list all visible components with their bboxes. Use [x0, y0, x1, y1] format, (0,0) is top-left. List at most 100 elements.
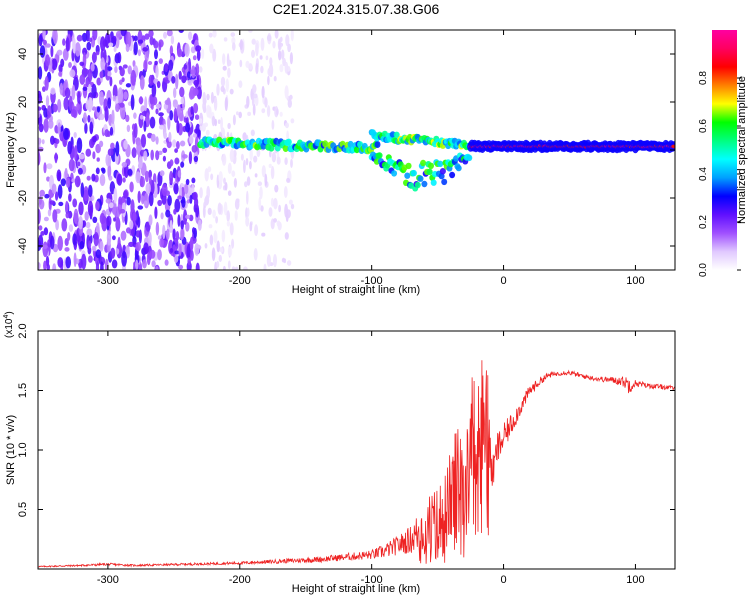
snr-panel: -300 -200 -100 0 100 0.5 1.0 1.5 2.0 Height of … — [3, 311, 676, 595]
spectrogram-cell — [38, 106, 42, 111]
spectrogram-x-axis: -300 -200 -100 0 100 — [97, 30, 645, 287]
spectrogram-cell — [63, 97, 69, 111]
spectrogram-cell — [192, 87, 199, 96]
figure-title: C2E1.2024.315.07.38.G06 — [273, 1, 440, 17]
spectrogram-cell — [169, 248, 174, 253]
spectrogram-cell — [154, 60, 158, 66]
spectrogram-cell — [123, 91, 128, 100]
spectrogram-cell — [265, 55, 269, 61]
spectrogram-cell — [48, 119, 54, 129]
spectrogram-cell — [211, 247, 216, 261]
spectrogram-cell — [216, 240, 220, 253]
spectrogram-cell — [155, 221, 160, 236]
spectrogram-cell — [290, 158, 293, 168]
spectrogram-cell — [192, 55, 197, 61]
snr-series-line — [38, 360, 675, 568]
spectrogram-cell — [284, 85, 289, 99]
spectrogram-cell — [249, 221, 253, 232]
spectrogram-cell — [61, 218, 68, 232]
spectrogram-cell — [158, 41, 162, 51]
spectrogram-cell — [188, 31, 193, 41]
spectrogram-cell — [410, 169, 417, 177]
spectrogram-cell — [99, 71, 104, 79]
spectrogram-cell — [106, 230, 112, 246]
spectrogram-cell — [249, 160, 252, 170]
spectrogram-cell — [165, 209, 171, 218]
spectrogram-cell — [115, 103, 120, 113]
spectrogram-cell — [191, 65, 196, 79]
spectrogram-cell — [56, 169, 62, 182]
spectrogram-cell — [133, 41, 138, 56]
spectrogram-cell — [173, 107, 178, 121]
colorbar-ticks: 0.0 0.2 0.4 0.6 0.8 — [698, 71, 741, 277]
x-tick-label: -100 — [361, 275, 383, 287]
colorbar-tick-label: 0.2 — [698, 215, 709, 229]
spectrogram-cell — [220, 85, 225, 93]
colorbar-tick-label: 0.0 — [698, 263, 709, 277]
spectrogram-y-axis: -40 -20 0 20 40 — [17, 48, 675, 254]
spectrogram-cell — [150, 104, 154, 110]
spectrogram-cell — [168, 131, 172, 143]
spectrogram-cell — [255, 42, 259, 57]
spectrogram-cell — [64, 167, 68, 179]
spectrogram-cell — [117, 236, 121, 253]
spectrogram-cell — [184, 184, 189, 195]
spectrogram-cell — [128, 241, 135, 247]
spectrogram-cell — [115, 216, 120, 228]
snr-plot-area — [38, 331, 675, 569]
spectrogram-cell — [138, 156, 143, 169]
spectrogram-cell — [79, 241, 85, 250]
spectrogram-cell — [161, 183, 168, 197]
spectrogram-cell — [274, 30, 279, 39]
spectrogram-cell — [38, 150, 41, 166]
spectrogram-cell — [261, 165, 266, 178]
snr-y-label: SNR (10 * v/v) — [5, 415, 17, 485]
spectrogram-cell — [115, 141, 120, 157]
spectrogram-cell — [253, 155, 258, 163]
spectrogram-cell — [142, 47, 149, 52]
spectrogram-cell — [285, 122, 289, 129]
spectrogram-cell — [148, 30, 154, 38]
spectrogram-cell — [46, 163, 53, 170]
spectrogram-cell — [208, 224, 213, 229]
spectrogram-cell — [671, 144, 675, 149]
spectrogram-cell — [143, 59, 148, 71]
spectrogram-cell — [213, 230, 218, 244]
spectrogram-heatmap — [38, 30, 675, 270]
spectrogram-cell — [246, 95, 250, 108]
spectrogram-cell — [282, 145, 289, 152]
spectrogram-cell — [236, 198, 240, 204]
spectrogram-cell — [231, 170, 236, 177]
spectrogram-cell — [60, 58, 65, 68]
spectrogram-cell — [143, 200, 148, 207]
spectrogram-cell — [209, 43, 214, 54]
spectrogram-cell — [99, 91, 104, 106]
spectrogram-cell — [180, 220, 184, 230]
spectrogram-cell — [270, 165, 275, 180]
spectrogram-cell — [40, 231, 45, 236]
spectrogram-cell — [76, 137, 83, 154]
spectrogram-cell — [204, 168, 209, 182]
spectrogram-cell — [87, 115, 91, 123]
spectrogram-cell — [162, 147, 168, 153]
spectrogram-cell — [191, 183, 195, 196]
spectrogram-cell — [46, 105, 52, 118]
spectrogram-cell — [148, 191, 154, 207]
spectrogram-cell — [264, 173, 268, 186]
spectrogram-cell — [109, 76, 113, 87]
spectrogram-cell — [119, 208, 126, 214]
spectrogram-cell — [81, 253, 87, 270]
spectrogram-cell — [289, 52, 293, 65]
spectrogram-cell — [226, 220, 231, 227]
spectrogram-cell — [139, 176, 145, 188]
spectrogram-cell — [88, 83, 92, 94]
spectrogram-cell — [155, 103, 161, 109]
spectrogram-cell — [132, 211, 137, 222]
spectrogram-cell — [95, 261, 100, 270]
spectrogram-cell — [162, 155, 166, 162]
spectrogram-cell — [223, 265, 226, 270]
spectrogram-cell — [238, 111, 242, 119]
spectrogram-cell — [73, 145, 78, 162]
spectrogram-cell — [232, 114, 236, 126]
spectrogram-cell — [55, 191, 59, 201]
